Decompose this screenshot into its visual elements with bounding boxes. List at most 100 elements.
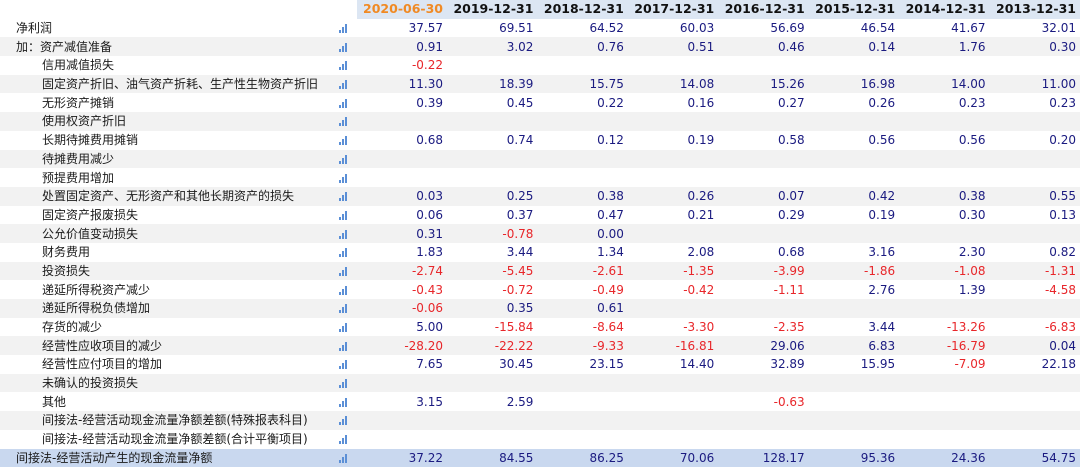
table-row: 固定资产报废损失 0.06 0.37 0.47 0.21 0.29 0.19 0.30 0.13 xyxy=(0,205,1080,225)
row-label: 预提费用增加 xyxy=(0,168,333,187)
value-cell xyxy=(718,56,809,75)
date-header[interactable]: 2015-12-31 xyxy=(808,0,900,19)
row-label: 存货的减少 xyxy=(0,317,333,337)
value-cell: 0.14 xyxy=(808,37,900,57)
value-cell: 0.23 xyxy=(989,93,1080,113)
bar-chart-icon[interactable] xyxy=(332,448,357,468)
value-cell xyxy=(627,299,719,318)
value-cell xyxy=(627,168,719,187)
value-cell: 56.69 xyxy=(718,18,809,38)
value-cell: 0.13 xyxy=(989,205,1080,225)
value-cell xyxy=(808,299,900,318)
bar-chart-icon-glyph xyxy=(339,285,349,295)
bar-chart-icon[interactable] xyxy=(332,186,357,206)
row-label: 经营性应付项目的增加 xyxy=(0,355,333,374)
value-cell: 0.30 xyxy=(899,205,990,225)
value-cell xyxy=(989,224,1080,243)
value-cell: 1.76 xyxy=(899,37,990,57)
value-cell: -2.35 xyxy=(718,317,809,337)
bar-chart-icon[interactable] xyxy=(332,242,357,262)
value-cell: 6.83 xyxy=(808,336,900,356)
value-cell: 16.98 xyxy=(808,74,900,94)
value-cell xyxy=(627,112,719,131)
value-cell: 2.30 xyxy=(899,242,990,262)
value-cell: 22.18 xyxy=(989,355,1080,374)
bar-chart-icon[interactable] xyxy=(332,37,357,57)
date-header[interactable]: 2017-12-31 xyxy=(627,0,719,19)
bar-chart-icon-glyph xyxy=(339,435,349,445)
bar-chart-icon[interactable] xyxy=(332,373,357,393)
bar-chart-icon-glyph xyxy=(339,192,349,202)
bar-chart-icon[interactable] xyxy=(332,261,357,281)
bar-chart-icon[interactable] xyxy=(332,93,357,113)
row-label: 递延所得税资产减少 xyxy=(0,280,333,299)
value-cell: 0.68 xyxy=(718,242,809,262)
value-cell: 7.65 xyxy=(356,355,447,374)
value-cell: 0.45 xyxy=(447,93,538,113)
bar-chart-icon[interactable] xyxy=(332,130,357,150)
value-cell: 86.25 xyxy=(537,448,628,468)
bar-chart-icon-glyph xyxy=(339,248,349,258)
value-cell xyxy=(627,429,719,449)
bar-chart-icon-glyph xyxy=(339,61,349,71)
row-label: 处置固定资产、无形资产和其他长期资产的损失 xyxy=(0,186,333,206)
date-header[interactable]: 2020-06-30 xyxy=(356,0,447,19)
value-cell: 11.30 xyxy=(356,74,447,94)
table-row: 投资损失 -2.74 -5.45 -2.61 -1.35 -3.99 -1.86 -1.08-… xyxy=(0,261,1080,281)
value-cell: 0.82 xyxy=(989,242,1080,262)
bar-chart-icon[interactable] xyxy=(332,18,357,38)
value-cell: 41.67 xyxy=(899,18,990,38)
bar-chart-icon[interactable] xyxy=(332,299,357,318)
value-cell xyxy=(356,373,447,393)
date-header[interactable]: 2013-12-31 xyxy=(989,0,1080,19)
bar-chart-icon[interactable] xyxy=(332,336,357,356)
value-cell: 29.06 xyxy=(718,336,809,356)
bar-chart-icon[interactable] xyxy=(332,392,357,412)
value-cell: 0.25 xyxy=(447,186,538,206)
bar-chart-icon[interactable] xyxy=(332,280,357,299)
value-cell: 0.35 xyxy=(447,299,538,318)
value-cell: 3.16 xyxy=(808,242,900,262)
bar-chart-icon[interactable] xyxy=(332,149,357,169)
value-cell xyxy=(627,224,719,243)
bar-chart-icon[interactable] xyxy=(332,411,357,430)
value-cell: 3.15 xyxy=(356,392,447,412)
row-label: 待摊费用减少 xyxy=(0,149,333,169)
bar-chart-icon[interactable] xyxy=(332,317,357,337)
value-cell: 0.42 xyxy=(808,186,900,206)
value-cell: 14.08 xyxy=(627,74,719,94)
bar-chart-icon[interactable] xyxy=(332,74,357,94)
value-cell xyxy=(808,224,900,243)
bar-chart-icon[interactable] xyxy=(332,168,357,187)
value-cell: -2.74 xyxy=(356,261,447,281)
value-cell xyxy=(989,373,1080,393)
value-cell xyxy=(899,56,990,75)
value-cell: 60.03 xyxy=(627,18,719,38)
value-cell: 2.08 xyxy=(627,242,719,262)
value-cell: 84.55 xyxy=(447,448,538,468)
value-cell: 2.59 xyxy=(447,392,538,412)
value-cell: -1.35 xyxy=(627,261,719,281)
date-header[interactable]: 2014-12-31 xyxy=(899,0,990,19)
bar-chart-icon[interactable] xyxy=(332,429,357,449)
value-cell: -2.61 xyxy=(537,261,628,281)
value-cell xyxy=(356,429,447,449)
value-cell: -15.84 xyxy=(447,317,538,337)
date-header[interactable]: 2016-12-31 xyxy=(718,0,809,19)
bar-chart-icon[interactable] xyxy=(332,224,357,243)
bar-chart-icon[interactable] xyxy=(332,205,357,225)
row-label: 间接法-经营活动产生的现金流量净额 xyxy=(0,448,333,468)
row-label: 无形资产摊销 xyxy=(0,93,333,113)
value-cell: 46.54 xyxy=(808,18,900,38)
bar-chart-icon[interactable] xyxy=(332,112,357,131)
header-blank-icon xyxy=(332,0,357,19)
bar-chart-icon[interactable] xyxy=(332,56,357,75)
date-header[interactable]: 2018-12-31 xyxy=(537,0,628,19)
bar-chart-icon[interactable] xyxy=(332,355,357,374)
value-cell: 0.27 xyxy=(718,93,809,113)
value-cell xyxy=(718,168,809,187)
value-cell: 23.15 xyxy=(537,355,628,374)
date-header[interactable]: 2019-12-31 xyxy=(447,0,538,19)
row-label: 未确认的投资损失 xyxy=(0,373,333,393)
